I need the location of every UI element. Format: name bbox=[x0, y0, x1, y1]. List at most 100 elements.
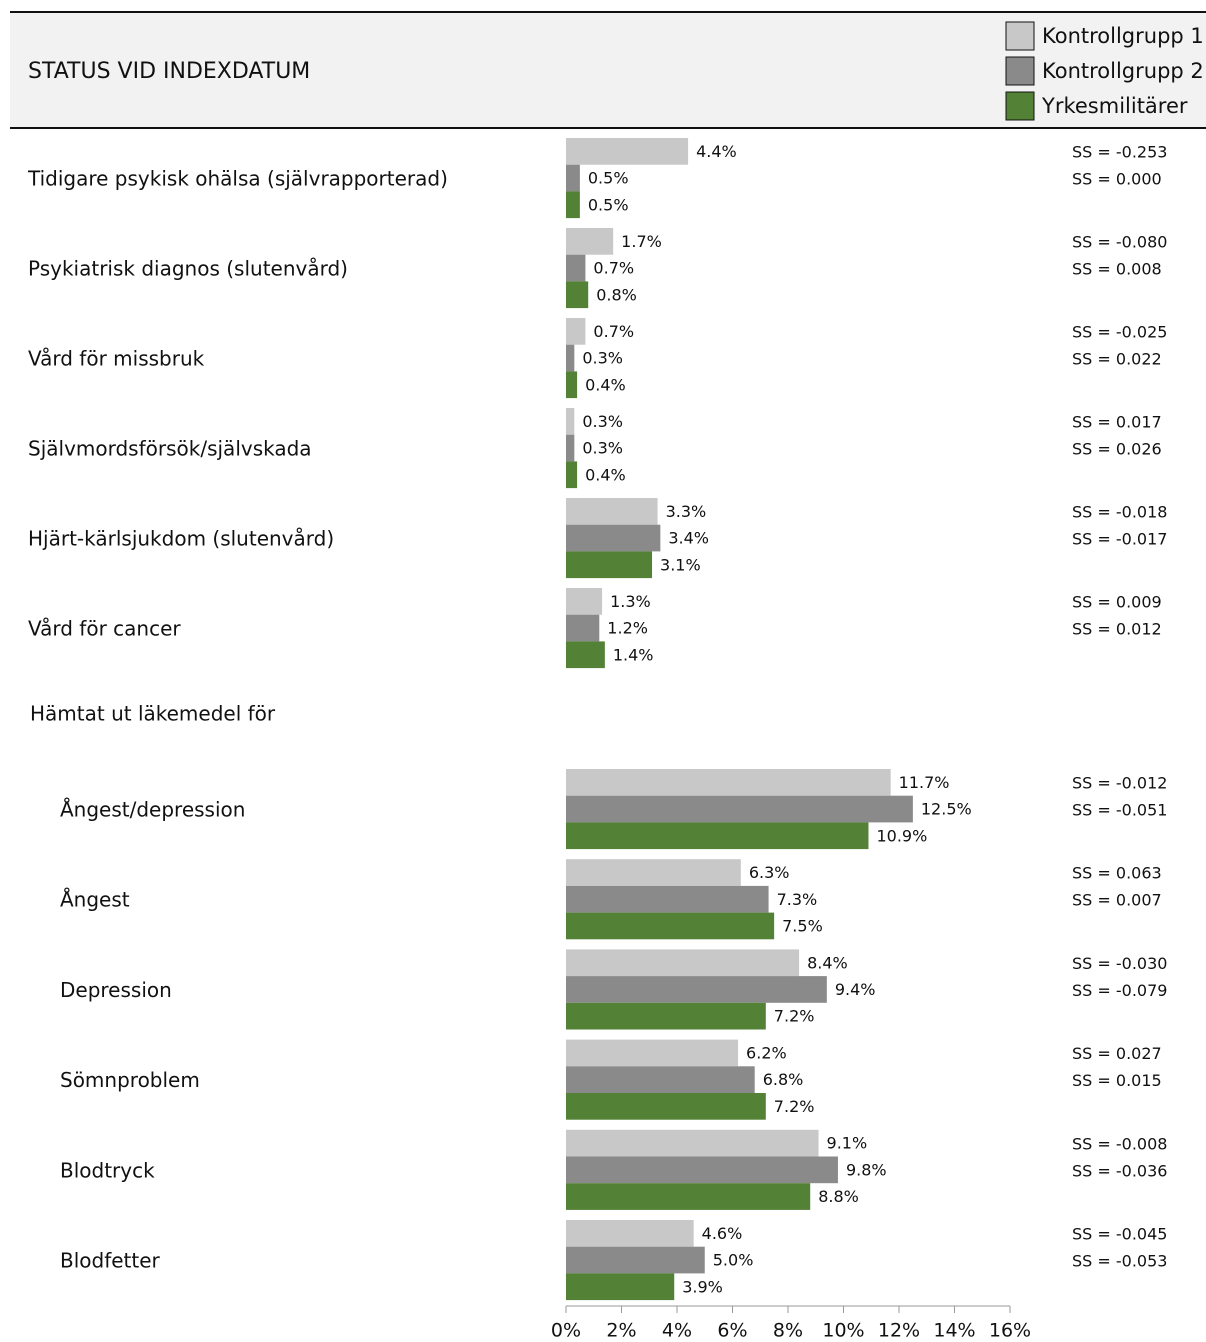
category-label: Psykiatrisk diagnos (slutenvård) bbox=[28, 257, 348, 281]
bar bbox=[566, 885, 769, 913]
ss-label: SS = 0.009 bbox=[1072, 593, 1162, 612]
section-label: Hämtat ut läkemedel för bbox=[30, 702, 276, 726]
value-label: 6.2% bbox=[746, 1043, 787, 1062]
value-label: 9.8% bbox=[846, 1160, 887, 1179]
legend-label: Kontrollgrupp 1 bbox=[1042, 24, 1204, 48]
category-label: Sömnproblem bbox=[60, 1068, 200, 1092]
value-label: 8.4% bbox=[807, 953, 848, 972]
ss-label: SS = -0.079 bbox=[1072, 981, 1167, 1000]
category-label: Vård för missbruk bbox=[28, 347, 205, 371]
bar bbox=[566, 524, 661, 552]
ss-label: SS = -0.045 bbox=[1072, 1225, 1167, 1244]
value-label: 0.7% bbox=[593, 322, 634, 341]
ss-label: SS = -0.017 bbox=[1072, 530, 1167, 549]
category-label: Ångest bbox=[60, 888, 130, 912]
value-label: 12.5% bbox=[921, 800, 972, 819]
ss-label: SS = 0.008 bbox=[1072, 260, 1162, 279]
category-label: Blodfetter bbox=[60, 1249, 161, 1273]
ss-label: SS = -0.018 bbox=[1072, 503, 1167, 522]
value-label: 4.4% bbox=[696, 142, 737, 161]
category-label: Ångest/depression bbox=[60, 798, 245, 822]
x-tick-label: 10% bbox=[822, 1320, 864, 1342]
ss-label: SS = 0.026 bbox=[1072, 440, 1162, 459]
ss-label: SS = 0.027 bbox=[1072, 1044, 1162, 1063]
bar bbox=[566, 641, 605, 669]
ss-label: SS = 0.017 bbox=[1072, 413, 1162, 432]
value-label: 7.2% bbox=[774, 1007, 815, 1026]
ss-label: SS = -0.080 bbox=[1072, 233, 1167, 252]
value-label: 8.8% bbox=[818, 1187, 859, 1206]
value-label: 0.8% bbox=[596, 285, 637, 304]
value-label: 0.7% bbox=[593, 259, 634, 278]
category-label: Tidigare psykisk ohälsa (självrapportera… bbox=[27, 167, 448, 191]
bar bbox=[566, 191, 580, 219]
chart-title: STATUS VID INDEXDATUM bbox=[28, 59, 310, 84]
value-label: 9.4% bbox=[835, 980, 876, 999]
value-label: 11.7% bbox=[899, 773, 950, 792]
bar bbox=[566, 344, 575, 372]
legend-label: Yrkesmilitärer bbox=[1041, 94, 1188, 118]
ss-label: SS = 0.015 bbox=[1072, 1071, 1162, 1090]
value-label: 3.4% bbox=[668, 529, 709, 548]
value-label: 1.3% bbox=[610, 592, 651, 611]
value-label: 10.9% bbox=[876, 826, 927, 845]
category-label: Vård för cancer bbox=[28, 617, 181, 641]
bar bbox=[566, 795, 913, 823]
value-label: 5.0% bbox=[713, 1251, 754, 1270]
ss-label: SS = 0.022 bbox=[1072, 350, 1162, 369]
bar bbox=[566, 1093, 766, 1120]
value-label: 0.5% bbox=[588, 195, 629, 214]
value-label: 3.3% bbox=[666, 502, 707, 521]
legend-swatch bbox=[1005, 56, 1035, 86]
x-tick-label: 16% bbox=[989, 1320, 1031, 1342]
value-label: 0.3% bbox=[582, 349, 623, 368]
ss-label: SS = 0.000 bbox=[1072, 170, 1162, 189]
ss-label: SS = -0.051 bbox=[1072, 801, 1167, 820]
ss-label: SS = -0.008 bbox=[1072, 1134, 1167, 1153]
x-tick-label: 8% bbox=[773, 1320, 803, 1342]
bar bbox=[566, 859, 741, 886]
ss-label: SS = -0.025 bbox=[1072, 323, 1167, 342]
value-label: 7.5% bbox=[782, 916, 823, 935]
bar bbox=[566, 949, 800, 977]
bar bbox=[566, 164, 580, 192]
bar bbox=[566, 408, 575, 435]
category-label: Hjärt-kärlsjukdom (slutenvård) bbox=[28, 527, 334, 551]
value-label: 4.6% bbox=[702, 1224, 743, 1243]
ss-label: SS = -0.030 bbox=[1072, 954, 1167, 973]
legend-label: Kontrollgrupp 2 bbox=[1042, 59, 1204, 83]
bar bbox=[566, 1273, 675, 1301]
category-label: Blodtryck bbox=[60, 1158, 155, 1182]
x-tick-label: 12% bbox=[878, 1320, 920, 1342]
bar bbox=[566, 434, 575, 462]
legend-swatch bbox=[1005, 91, 1035, 121]
category-label: Depression bbox=[60, 978, 172, 1002]
value-label: 1.2% bbox=[607, 619, 648, 638]
x-tick-label: 14% bbox=[933, 1320, 975, 1342]
value-label: 0.3% bbox=[582, 439, 623, 458]
bar bbox=[566, 614, 600, 642]
bar bbox=[566, 551, 653, 579]
value-label: 7.3% bbox=[777, 890, 818, 909]
value-label: 1.7% bbox=[621, 232, 662, 251]
bar bbox=[566, 1220, 694, 1247]
value-label: 0.4% bbox=[585, 465, 626, 484]
bar bbox=[566, 769, 891, 796]
value-label: 6.8% bbox=[763, 1070, 804, 1089]
bar bbox=[566, 498, 658, 525]
bar bbox=[566, 1129, 819, 1157]
value-label: 3.1% bbox=[660, 555, 701, 574]
bar bbox=[566, 1156, 838, 1184]
bar bbox=[566, 371, 578, 399]
bar bbox=[566, 138, 689, 165]
ss-label: SS = -0.036 bbox=[1072, 1161, 1167, 1180]
value-label: 6.3% bbox=[749, 863, 790, 882]
value-label: 7.2% bbox=[774, 1097, 815, 1116]
bar bbox=[566, 318, 586, 345]
value-label: 9.1% bbox=[827, 1134, 868, 1153]
bar bbox=[566, 822, 869, 850]
bar bbox=[566, 1039, 739, 1067]
bar bbox=[566, 588, 603, 615]
bar bbox=[566, 281, 589, 309]
